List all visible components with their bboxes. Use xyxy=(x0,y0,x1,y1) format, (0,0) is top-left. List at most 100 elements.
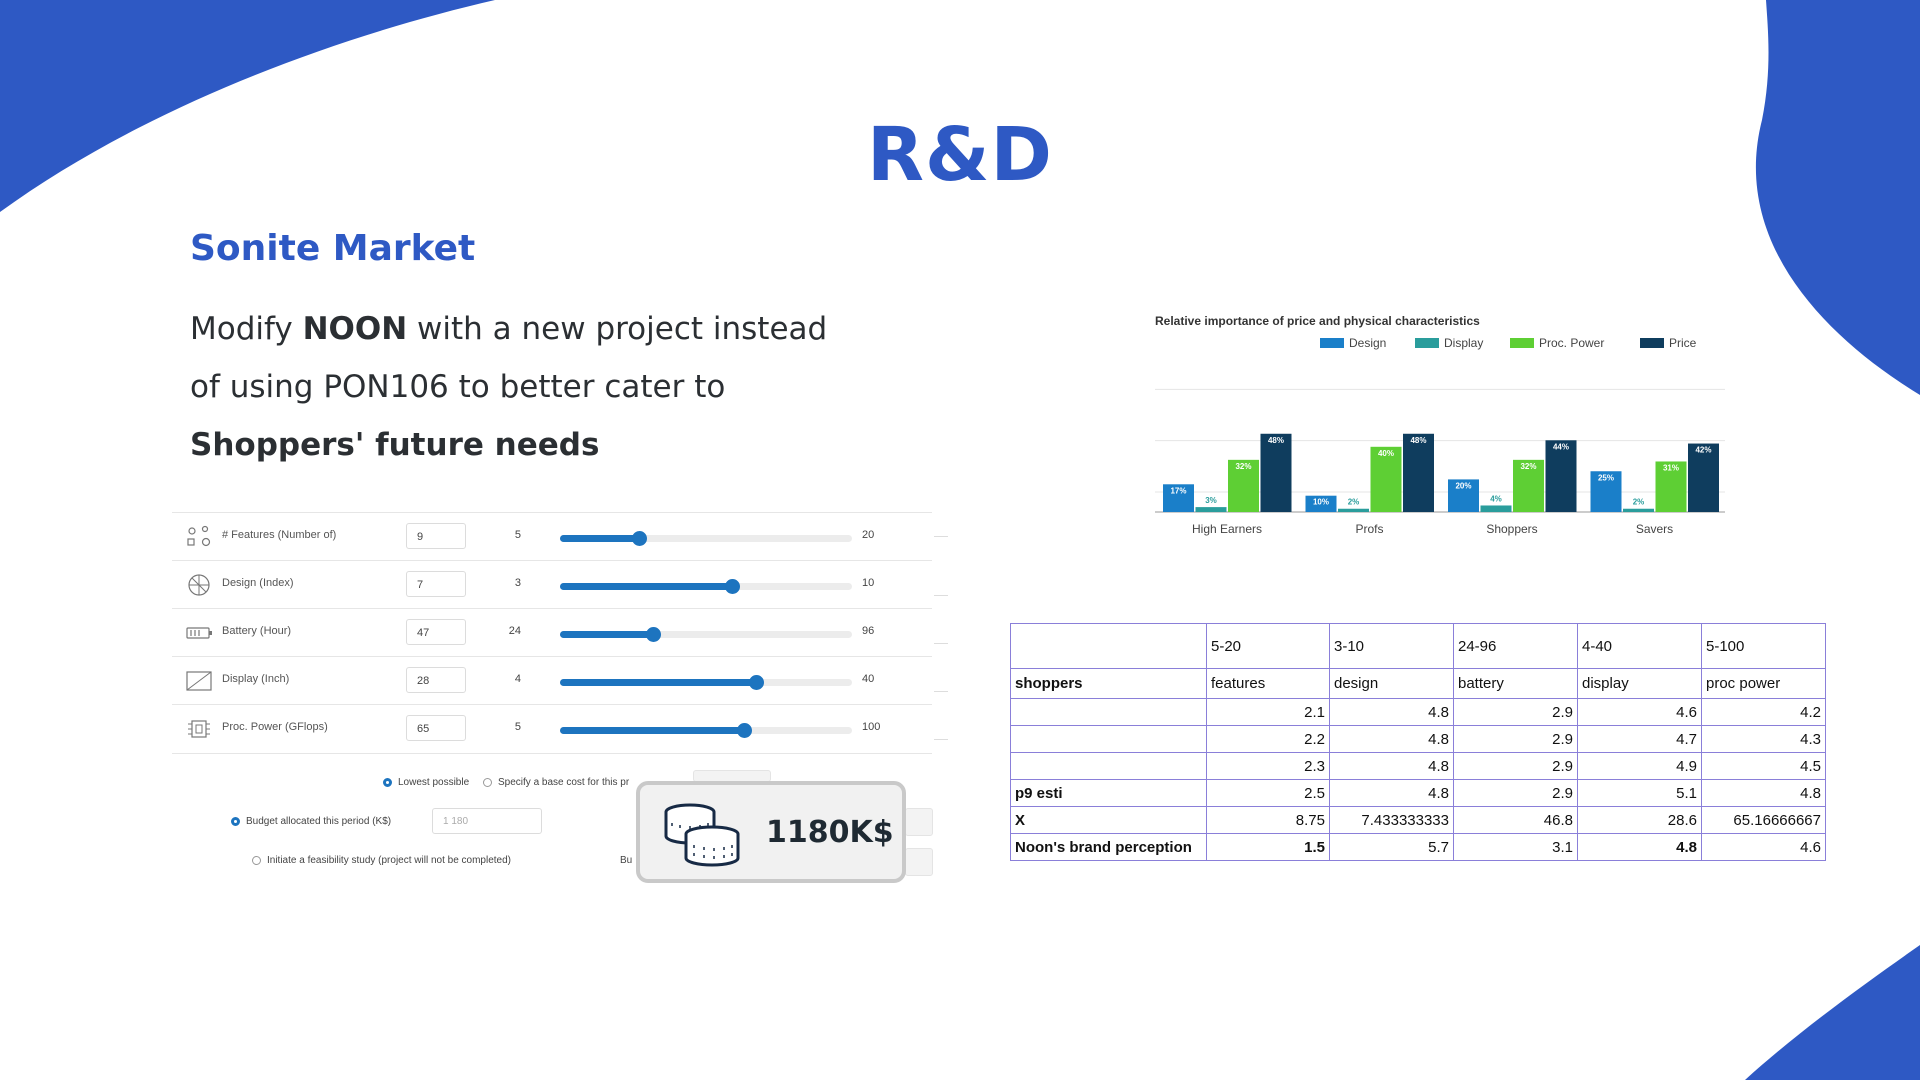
battery-input[interactable]: 47 xyxy=(406,619,466,645)
design-input[interactable]: 7 xyxy=(406,571,466,597)
battery-slider[interactable] xyxy=(560,627,852,642)
table-row: p9 esti 2.5 4.8 2.9 5.1 4.8 xyxy=(1010,779,1826,807)
divider xyxy=(934,536,948,537)
table-cell: 4.9 xyxy=(1577,752,1702,780)
slider-thumb[interactable] xyxy=(725,579,741,594)
proc-power-input[interactable]: 65 xyxy=(406,715,466,741)
coins-icon xyxy=(664,803,740,867)
slider-thumb[interactable] xyxy=(736,723,752,738)
bar-value-label: 48% xyxy=(1410,436,1426,445)
table-cell: shoppers xyxy=(1010,668,1207,699)
budget-input[interactable]: 1 180 xyxy=(432,808,542,834)
table-cell xyxy=(1010,725,1207,753)
table-cell: 8.75 xyxy=(1206,806,1330,834)
chart-bars: 17% 3% 32% 48% 10% 2% 40% 48% 20% 4% 32% 44% 25% 2% 31… xyxy=(1163,433,1719,512)
bar xyxy=(1480,505,1512,512)
bar-value-label: 2% xyxy=(1348,498,1360,507)
table-cell: 4.6 xyxy=(1577,698,1702,726)
bar-value-label: 25% xyxy=(1598,473,1614,482)
slider-thumb[interactable] xyxy=(631,531,647,546)
table-cell: 4.8 xyxy=(1329,779,1454,807)
bar-value-label: 31% xyxy=(1663,463,1679,472)
bar-value-label: 32% xyxy=(1520,462,1536,471)
table-cell: 46.8 xyxy=(1453,806,1578,834)
table-cell: Noon's brand perception xyxy=(1010,833,1207,861)
features-slider[interactable] xyxy=(560,531,852,546)
radio-unselected[interactable] xyxy=(483,777,492,787)
divider xyxy=(934,595,948,596)
table-cell: design xyxy=(1329,668,1454,699)
bar xyxy=(1195,507,1227,512)
legend-swatch xyxy=(1415,338,1439,348)
table-cell: p9 esti xyxy=(1010,779,1207,807)
table-cell: 2.1 xyxy=(1206,698,1330,726)
budget-option[interactable]: Budget allocated this period (K$) xyxy=(231,816,391,827)
slider-thumb[interactable] xyxy=(748,675,764,690)
table-cell: 4.8 xyxy=(1577,833,1702,861)
bar-value-label: 4% xyxy=(1490,494,1502,503)
slider-min: 3 xyxy=(514,577,521,589)
bar-value-label: 2% xyxy=(1633,498,1645,507)
slider-min: 4 xyxy=(514,673,521,685)
slider-label: Design (Index) xyxy=(222,577,294,589)
lowest-possible-option[interactable]: Lowest possible xyxy=(383,777,469,788)
slider-thumb[interactable] xyxy=(646,627,662,642)
rd-parameters-panel: # Features (Number of) 9 5 20 Design (In… xyxy=(172,512,948,882)
page-title: R&D xyxy=(867,112,1053,198)
importance-bar-chart: Relative importance of price and physica… xyxy=(1155,314,1725,536)
bar xyxy=(1338,508,1369,512)
features-icon xyxy=(187,525,211,547)
table-cell: 2.5 xyxy=(1206,779,1330,807)
features-input[interactable]: 9 xyxy=(406,523,466,549)
table-cell: 1.5 xyxy=(1206,833,1330,861)
proc-power-slider[interactable] xyxy=(560,723,852,738)
bar xyxy=(1163,484,1194,512)
base-cost-option[interactable]: Specify a base cost for this pr xyxy=(483,777,629,788)
battery-icon xyxy=(186,627,212,639)
bar xyxy=(1545,440,1577,512)
table-cell xyxy=(1010,698,1207,726)
bar-value-label: 48% xyxy=(1268,436,1284,445)
side-field[interactable] xyxy=(905,848,933,876)
table-row: Noon's brand perception 1.5 5.7 3.1 4.8 4.6 xyxy=(1010,833,1826,861)
table-cell: 4.8 xyxy=(1701,779,1826,807)
description-text: Modify NOON with a new project instead o… xyxy=(190,311,828,463)
slider-max: 20 xyxy=(862,529,875,541)
side-field[interactable] xyxy=(905,808,933,836)
legend-label: Proc. Power xyxy=(1539,336,1604,350)
table-cell: 7.433333333 xyxy=(1329,806,1454,834)
bar-value-label: 40% xyxy=(1378,449,1394,458)
table-cell: 5.7 xyxy=(1329,833,1454,861)
table-cell: 4-40 xyxy=(1577,623,1702,669)
display-slider[interactable] xyxy=(560,675,852,690)
table-cell: 4.7 xyxy=(1577,725,1702,753)
bar-value-label: 32% xyxy=(1235,462,1251,471)
table-cell: 2.9 xyxy=(1453,779,1578,807)
chart-legend: Design Display Proc. Power Price xyxy=(1320,336,1697,350)
radio-unselected[interactable] xyxy=(252,855,261,865)
display-input[interactable]: 28 xyxy=(406,667,466,693)
truncated-label: Bu xyxy=(620,855,633,866)
table-cell: 4.8 xyxy=(1329,698,1454,726)
slider-row-display: Display (Inch) 28 4 40 xyxy=(172,656,932,705)
radio-selected[interactable] xyxy=(383,777,392,787)
slider-row-features: # Features (Number of) 9 5 20 xyxy=(172,512,932,561)
table-cell: 2.9 xyxy=(1453,698,1578,726)
table-cell: 2.9 xyxy=(1453,725,1578,753)
bar xyxy=(1260,433,1292,512)
category-label: Profs xyxy=(1355,522,1383,536)
slider-label: Battery (Hour) xyxy=(222,625,292,637)
table-label-row: shoppers features design battery display… xyxy=(1010,668,1826,699)
table-cell: 4.6 xyxy=(1701,833,1826,861)
divider xyxy=(934,691,948,692)
design-icon xyxy=(188,574,210,596)
radio-selected[interactable] xyxy=(231,816,240,826)
slider-label: # Features (Number of) xyxy=(222,529,337,541)
feasibility-option[interactable]: Initiate a feasibility study (project wi… xyxy=(252,855,511,866)
design-slider[interactable] xyxy=(560,579,852,594)
table-cell: 5.1 xyxy=(1577,779,1702,807)
table-row: 2.2 4.8 2.9 4.7 4.3 xyxy=(1010,725,1826,753)
bar xyxy=(1623,508,1654,512)
slider-max: 100 xyxy=(862,721,881,733)
slider-max: 96 xyxy=(862,625,875,637)
